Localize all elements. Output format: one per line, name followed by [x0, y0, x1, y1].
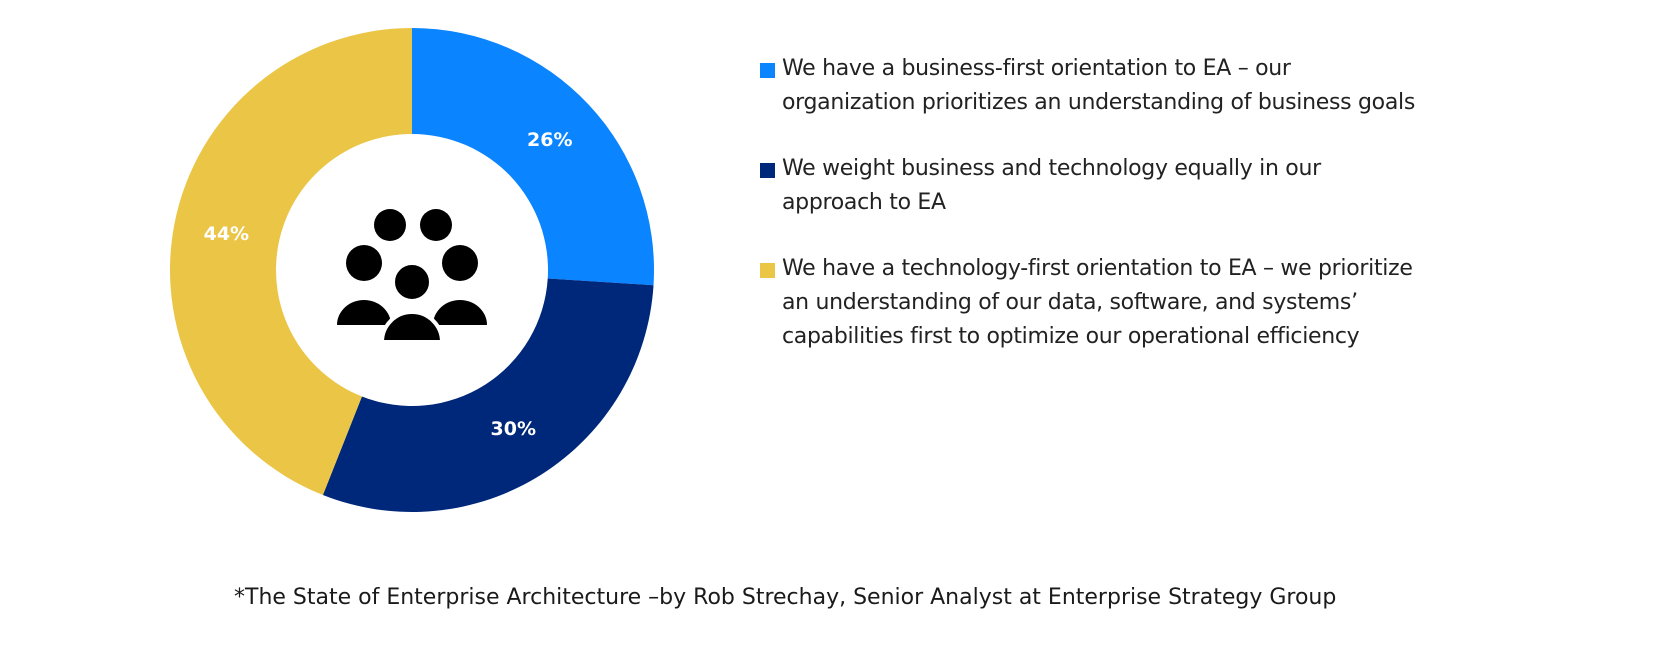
- legend-item-technology-first: We have a technology-first orientation t…: [760, 252, 1480, 354]
- legend-label-business-first: We have a business-first orientation to …: [782, 56, 1415, 115]
- legend-label-balanced: We weight business and technology equall…: [782, 156, 1321, 215]
- legend-swatch-business-first: [760, 63, 775, 78]
- donut-slice-balanced: [322, 278, 654, 512]
- slice-value-label-technology-first: 44%: [204, 223, 249, 245]
- donut-slice-technology-first: [170, 28, 412, 496]
- legend-swatch-balanced: [760, 163, 775, 178]
- legend-swatch-technology-first: [760, 263, 775, 278]
- legend-label-technology-first: We have a technology-first orientation t…: [782, 256, 1413, 349]
- slice-labels: 26% 30% 44%: [204, 129, 573, 440]
- donut-slices: [170, 28, 654, 512]
- chart-legend: We have a business-first orientation to …: [760, 52, 1480, 386]
- source-footnote: *The State of Enterprise Architecture –b…: [234, 585, 1337, 610]
- donut-slice-business-first: [412, 28, 654, 286]
- slice-value-label-business-first: 26%: [527, 129, 572, 151]
- group-of-people-icon: [337, 209, 487, 344]
- legend-item-business-first: We have a business-first orientation to …: [760, 52, 1480, 120]
- donut-chart: 26% 30% 44%: [170, 28, 654, 512]
- slice-value-label-balanced: 30%: [491, 418, 536, 440]
- legend-item-balanced: We weight business and technology equall…: [760, 152, 1480, 220]
